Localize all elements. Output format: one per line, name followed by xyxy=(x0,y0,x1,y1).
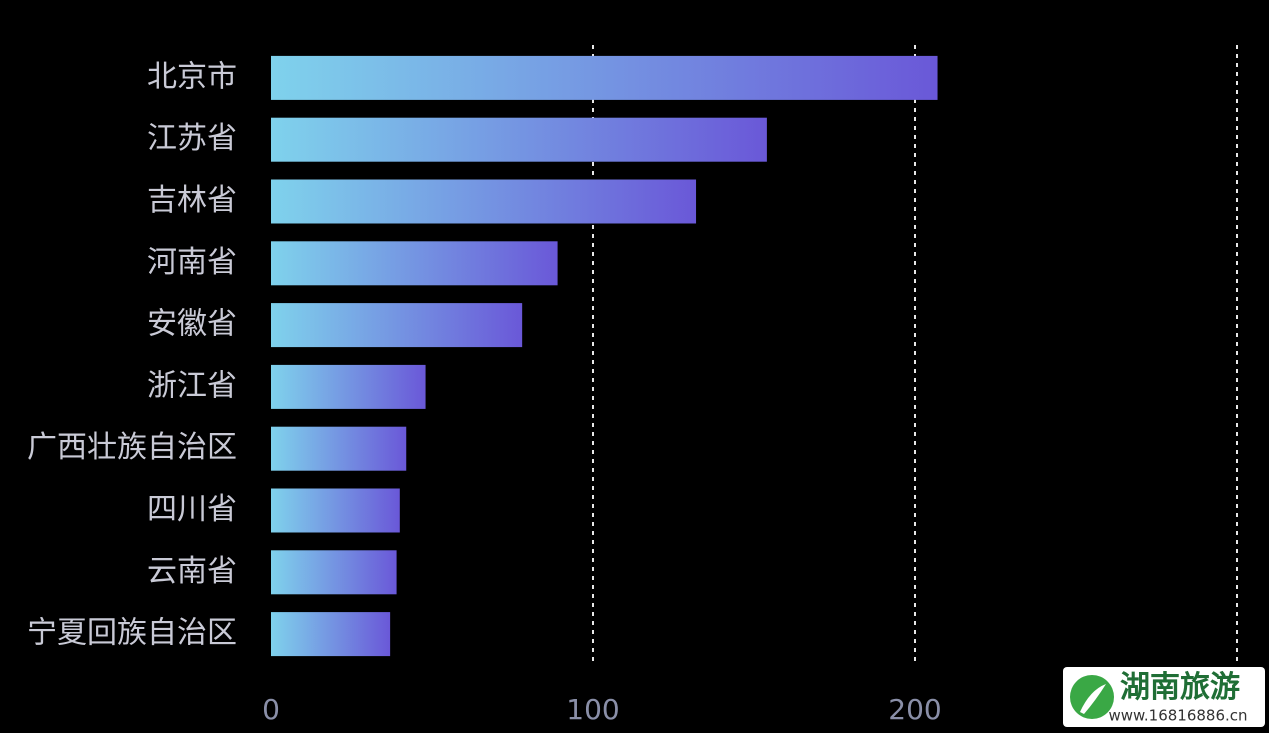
watermark-title: 湖南旅游 xyxy=(1120,670,1240,705)
bar xyxy=(271,612,391,657)
bar xyxy=(271,303,523,348)
y-tick-label: 江苏省 xyxy=(147,121,237,156)
watermark: 湖南旅游 www.16816886.cn xyxy=(1063,667,1265,727)
y-tick-label: 四川省 xyxy=(147,492,237,527)
bar xyxy=(271,55,938,100)
y-tick-label: 浙江省 xyxy=(147,368,237,403)
watermark-leaf xyxy=(1080,684,1106,714)
x-tick-label: 100 xyxy=(566,693,619,726)
bar xyxy=(271,241,558,286)
y-tick-label: 安徽省 xyxy=(147,307,237,342)
y-tick-label: 广西壮族自治区 xyxy=(27,430,237,465)
bar xyxy=(271,488,400,533)
y-tick-label: 云南省 xyxy=(147,554,237,589)
bar xyxy=(271,117,767,162)
y-tick-label: 北京市 xyxy=(147,59,237,94)
bar xyxy=(271,426,407,471)
x-tick-label: 0 xyxy=(262,693,280,726)
x-tick-label: 200 xyxy=(888,693,941,726)
plot-area: 0100200300北京市江苏省吉林省河南省安徽省浙江省广西壮族自治区四川省云南… xyxy=(27,45,1264,726)
bar xyxy=(271,179,697,224)
bar xyxy=(271,550,397,595)
watermark-url: www.16816886.cn xyxy=(1108,707,1247,725)
y-tick-label: 吉林省 xyxy=(147,183,237,218)
watermark-box xyxy=(1063,667,1265,727)
y-tick-label: 河南省 xyxy=(147,245,237,280)
bar xyxy=(271,364,426,409)
y-tick-label: 宁夏回族自治区 xyxy=(27,616,237,651)
